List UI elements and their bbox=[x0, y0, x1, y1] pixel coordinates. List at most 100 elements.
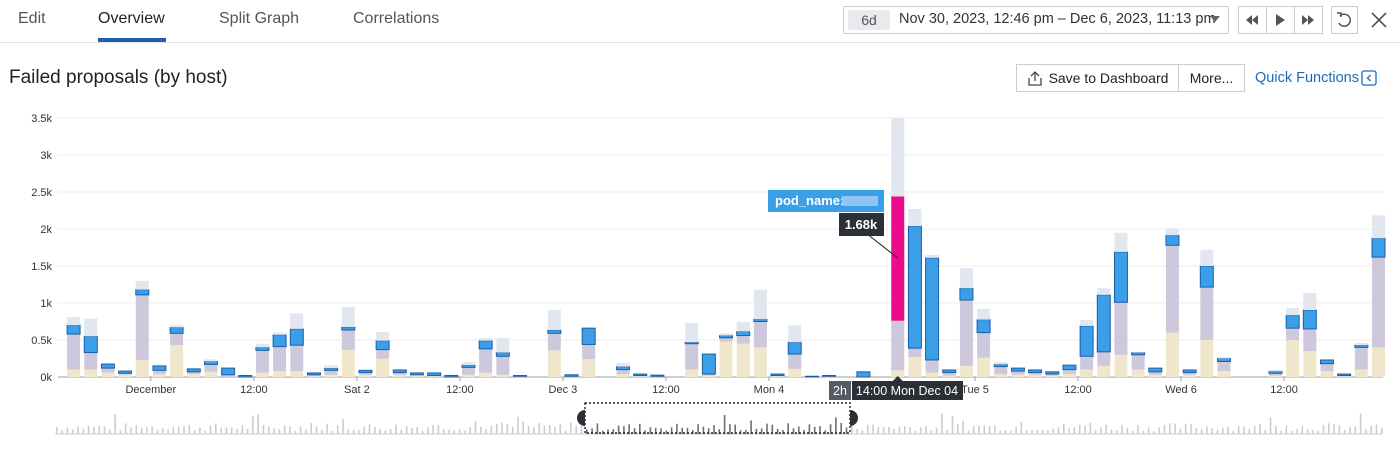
tab[interactable]: Edit bbox=[18, 10, 46, 27]
bar-segment bbox=[1183, 372, 1197, 375]
refresh-button[interactable] bbox=[1331, 6, 1358, 34]
overview-tick bbox=[321, 429, 323, 434]
bar-segment bbox=[736, 343, 750, 377]
tab[interactable]: Correlations bbox=[353, 10, 440, 27]
overview-tick bbox=[172, 426, 175, 434]
bar-segment bbox=[908, 348, 922, 358]
bar-segment bbox=[977, 332, 991, 358]
tab[interactable]: Split Graph bbox=[219, 10, 300, 27]
x-tick-label: 12:00 bbox=[1270, 384, 1298, 396]
overview-tick bbox=[209, 425, 212, 434]
button-label: More... bbox=[1189, 70, 1234, 86]
overview-tick bbox=[914, 430, 917, 434]
bar-segment bbox=[1097, 351, 1111, 366]
dropdown-caret[interactable] bbox=[1208, 14, 1222, 24]
overview-handle-left bbox=[577, 410, 585, 426]
overview-tick bbox=[575, 425, 577, 434]
x-tick-label: 12:00 bbox=[652, 384, 680, 396]
bar-segment bbox=[1131, 354, 1145, 370]
overview-tick bbox=[697, 424, 699, 434]
overview-tick bbox=[999, 430, 1001, 434]
widget-title: Failed proposals (by host) bbox=[9, 67, 228, 88]
save-to-dashboard-button[interactable]: Save to Dashboard bbox=[1016, 64, 1179, 92]
overview-tick bbox=[1116, 430, 1118, 434]
bar-segment bbox=[152, 370, 166, 375]
time-badge: 14:00 Mon Dec 04 bbox=[856, 384, 958, 398]
bar-segment bbox=[152, 374, 166, 377]
bar-segment bbox=[255, 350, 269, 373]
bar-segment bbox=[907, 225, 922, 349]
forward-button[interactable] bbox=[1302, 15, 1314, 25]
bar-segment bbox=[118, 370, 133, 374]
bar-segment bbox=[376, 331, 390, 341]
overview-tick bbox=[1349, 426, 1351, 434]
overview-tick bbox=[601, 430, 604, 434]
overview-tick bbox=[1131, 430, 1134, 434]
bar-segment bbox=[1045, 371, 1060, 375]
overview-tick bbox=[241, 425, 244, 434]
x-tick-label: Mon 4 bbox=[754, 384, 785, 396]
bar-segment bbox=[564, 374, 579, 377]
bar-segment bbox=[1337, 376, 1351, 377]
rewind-button[interactable] bbox=[1246, 15, 1258, 25]
bar-segment bbox=[1165, 332, 1179, 377]
overview-tick bbox=[490, 425, 493, 434]
overview-tick bbox=[1232, 430, 1235, 434]
bar-segment bbox=[324, 374, 338, 377]
bar-segment bbox=[376, 358, 390, 377]
bar-segment bbox=[582, 344, 596, 360]
overview-tick bbox=[808, 424, 811, 434]
overview-tick bbox=[188, 424, 191, 434]
bar-segment bbox=[1010, 367, 1025, 372]
bar-segment bbox=[221, 367, 236, 376]
overview-tick bbox=[1375, 424, 1378, 434]
play-button[interactable] bbox=[1276, 14, 1285, 26]
bar-segment bbox=[409, 372, 424, 376]
bar-segment bbox=[1165, 245, 1179, 333]
bar-segment bbox=[1303, 351, 1317, 377]
overview-tick bbox=[61, 430, 63, 434]
overview-tick bbox=[967, 430, 970, 434]
time-picker[interactable] bbox=[843, 6, 1229, 34]
bar-segment bbox=[324, 367, 339, 371]
bar-segment bbox=[1354, 344, 1369, 348]
overview-tick bbox=[225, 427, 228, 434]
bar-segment bbox=[1114, 232, 1128, 252]
overview-tick bbox=[215, 423, 217, 434]
bar-segment bbox=[221, 374, 235, 377]
bar-segment bbox=[1372, 215, 1386, 239]
overview-tick bbox=[1216, 430, 1219, 434]
bar-segment bbox=[702, 374, 716, 376]
overview-tick bbox=[723, 415, 726, 434]
overview-tick bbox=[56, 427, 58, 434]
overview-tick bbox=[495, 423, 498, 434]
bar-segment bbox=[633, 373, 648, 377]
close-button[interactable] bbox=[1370, 11, 1388, 29]
overview-tick bbox=[591, 428, 593, 434]
bar-segment bbox=[341, 307, 355, 328]
bar-segment bbox=[856, 371, 871, 378]
bar-segment bbox=[461, 374, 475, 377]
overview-tick bbox=[1015, 427, 1017, 434]
overview-tick bbox=[670, 427, 673, 434]
overview-tick bbox=[1328, 423, 1330, 434]
bar-segment bbox=[891, 118, 905, 197]
bar-segment bbox=[84, 352, 98, 370]
overview-tick bbox=[623, 426, 625, 434]
more-button[interactable]: More... bbox=[1178, 64, 1245, 92]
bar-segment bbox=[1354, 369, 1368, 377]
overview-tick bbox=[204, 430, 206, 434]
overview-tick bbox=[660, 428, 662, 434]
bar-segment bbox=[993, 363, 1008, 368]
tab[interactable]: Overview bbox=[98, 10, 165, 27]
bar-segment bbox=[1372, 257, 1386, 348]
bar-segment bbox=[1303, 328, 1317, 352]
overview-tick bbox=[1153, 430, 1155, 434]
x-tick-label: Sat 2 bbox=[344, 384, 370, 396]
quick-functions-link[interactable]: Quick Functions bbox=[1255, 70, 1359, 86]
overview-tick bbox=[994, 425, 996, 434]
overview-tick bbox=[1121, 424, 1123, 434]
active-tab-underline bbox=[98, 38, 166, 42]
bar-segment bbox=[1114, 354, 1128, 377]
overview-tick bbox=[310, 422, 312, 434]
